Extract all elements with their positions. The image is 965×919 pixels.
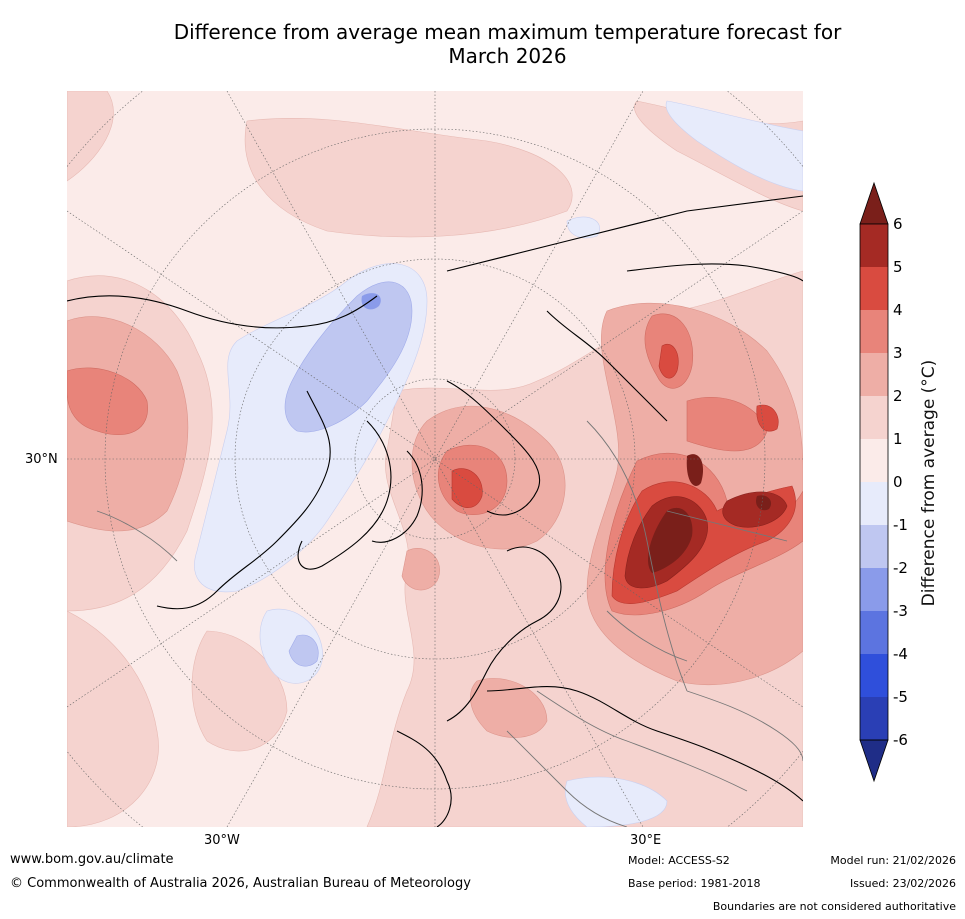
colorbar-bin-minus-4-3 xyxy=(860,611,888,654)
colorbar-tick: -2 xyxy=(893,559,908,577)
lon-label-30e: 30°E xyxy=(630,833,662,848)
colorbar-tick: 3 xyxy=(893,344,903,362)
colorbar-bin-2-3 xyxy=(860,353,888,396)
footer-website[interactable]: www.bom.gov.au/climate xyxy=(10,852,174,867)
footer-base-period: Base period: 1981-2018 xyxy=(628,877,761,890)
colorbar-bin-minus-2-1 xyxy=(860,525,888,568)
colorbar-extend-bottom xyxy=(859,739,889,783)
colorbar-bin-minus-3-2 xyxy=(860,568,888,611)
colorbar-tick: -5 xyxy=(893,688,908,706)
colorbar-label: Difference from average (°C) xyxy=(919,359,939,607)
colorbar-extend-top xyxy=(859,181,889,225)
coastlines xyxy=(67,195,803,827)
footer-model: Model: ACCESS-S2 xyxy=(628,854,730,867)
colorbar-tick: -3 xyxy=(893,602,908,620)
colorbar-frame xyxy=(859,223,889,741)
anomaly-band-above-6 xyxy=(647,454,772,573)
colorbar-tick: -4 xyxy=(893,645,908,663)
country-boundaries xyxy=(96,420,803,827)
colorbar-bin-minus-6-5 xyxy=(860,697,888,740)
graticule xyxy=(67,91,803,827)
title-line-1: Difference from average mean maximum tem… xyxy=(173,20,842,44)
colorbar-tick: 2 xyxy=(893,387,903,405)
anomaly-band-minus-2-1 xyxy=(284,281,413,667)
colorbar-bin-0-1 xyxy=(860,439,888,482)
colorbar-tick: -1 xyxy=(893,516,908,534)
colorbar-bin-minus-5-4 xyxy=(860,654,888,697)
lat-label-30n: 30°N xyxy=(25,452,58,467)
map-svg xyxy=(67,91,803,827)
colorbar-tick: -6 xyxy=(893,731,908,749)
footer-issued: Issued: 23/02/2026 xyxy=(849,877,956,890)
colorbar-bin-3-4 xyxy=(860,310,888,353)
footer-disclaimer: Boundaries are not considered authoritat… xyxy=(712,900,956,913)
title-line-2: March 2026 xyxy=(448,44,567,68)
colorbar-bin-minus-1-0 xyxy=(860,482,888,525)
colorbar-tick: 1 xyxy=(893,430,903,448)
colorbar-bin-4-5 xyxy=(860,267,888,310)
footer-model-run: Model run: 21/02/2026 xyxy=(830,854,956,867)
forecast-map xyxy=(67,91,803,827)
footer-copyright: © Commonwealth of Australia 2026, Austra… xyxy=(10,876,471,891)
colorbar-bin-1-2 xyxy=(860,396,888,439)
colorbar-tick: 6 xyxy=(893,215,903,233)
lon-label-30w: 30°W xyxy=(204,833,240,848)
colorbar-tick: 5 xyxy=(893,258,903,276)
chart-title: Difference from average mean maximum tem… xyxy=(60,20,955,68)
colorbar-bin-5-6 xyxy=(860,224,888,267)
colorbar-tick: 0 xyxy=(893,473,903,491)
colorbar-tick: 4 xyxy=(893,301,903,319)
